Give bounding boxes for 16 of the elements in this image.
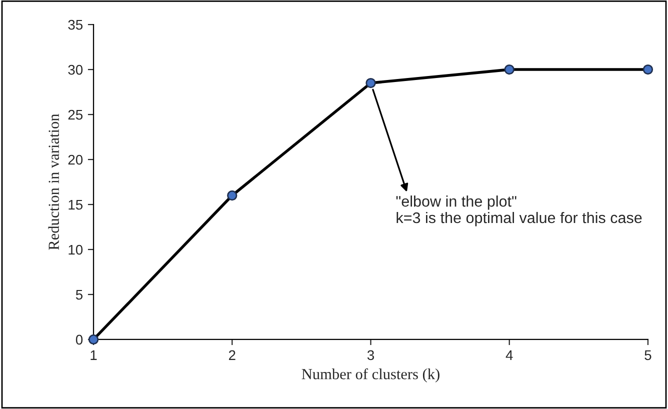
y-tick-label: 20 <box>68 154 83 165</box>
y-tick-label: 0 <box>76 334 83 345</box>
x-axis-title: Number of clusters (k) <box>302 368 440 382</box>
x-tick-label: 4 <box>506 350 513 360</box>
y-tick-label: 25 <box>68 110 83 120</box>
x-tick-label: 1 <box>90 350 97 360</box>
y-tick-label: 10 <box>68 244 83 255</box>
x-tick-label: 5 <box>644 350 652 360</box>
y-tick-label: 15 <box>68 200 83 210</box>
y-tick-label: 5 <box>76 290 83 300</box>
y-tick-label: 35 <box>68 20 83 30</box>
annotation: "elbow in the plot" k=3 is the optimal value for this case <box>396 196 642 226</box>
y-axis-title: Reduction in variation <box>48 114 59 250</box>
x-tick-label: 3 <box>367 350 374 360</box>
y-tick-label: 30 <box>68 64 83 75</box>
x-tick-label: 2 <box>228 350 236 360</box>
